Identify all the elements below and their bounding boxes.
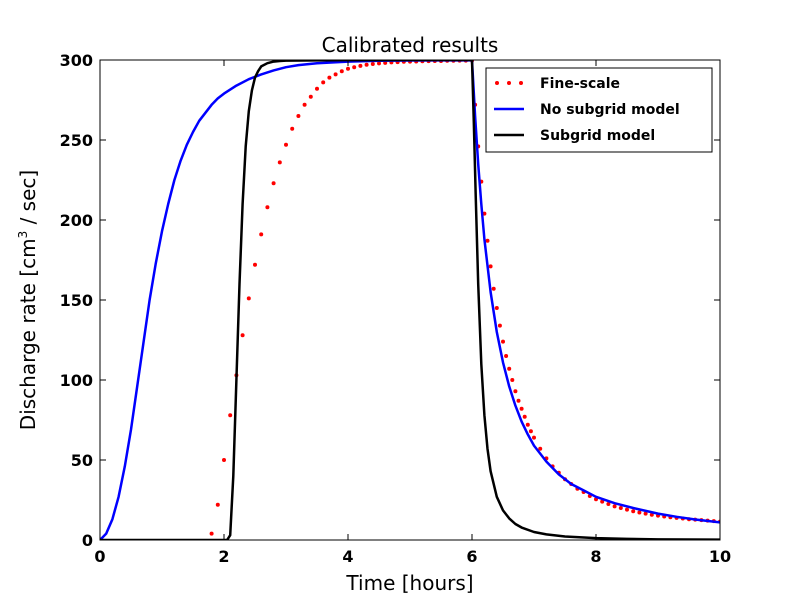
data-point-fine-scale: [501, 339, 505, 344]
y-axis-label-prefix: Discharge rate [cm: [16, 238, 40, 430]
legend-marker-fine-scale: [507, 81, 511, 85]
data-point-fine-scale: [507, 366, 512, 371]
data-point-fine-scale: [485, 238, 490, 243]
x-tick-label: 8: [590, 547, 601, 566]
legend-entry-fine-scale: Fine-scale: [495, 76, 620, 92]
series-line-no-subgrid-model: [100, 60, 720, 540]
data-point-fine-scale: [308, 94, 313, 99]
data-point-fine-scale: [284, 142, 288, 147]
y-tick-label: 200: [60, 211, 93, 230]
data-point-fine-scale: [510, 378, 515, 382]
x-tick-label: 6: [466, 547, 477, 566]
data-point-fine-scale: [522, 414, 527, 419]
data-point-fine-scale: [277, 160, 282, 165]
data-point-fine-scale: [364, 62, 369, 67]
chart-title: Calibrated results: [322, 33, 499, 57]
y-ticks: 0 50 100 150 200 250 300: [60, 51, 720, 550]
x-tick-label: 10: [709, 547, 731, 566]
plot-data-layer: [100, 60, 720, 540]
data-point-fine-scale: [606, 502, 611, 506]
data-point-fine-scale: [209, 531, 214, 536]
legend-label-subgrid: Subgrid model: [540, 128, 655, 144]
x-axis-label: Time [hours]: [345, 571, 473, 595]
data-point-fine-scale: [370, 62, 375, 66]
x-tick-label: 4: [342, 547, 353, 566]
data-point-fine-scale: [532, 435, 536, 440]
legend-entry-no-subgrid: No subgrid model: [494, 102, 680, 118]
data-point-fine-scale: [516, 398, 521, 403]
legend-marker-fine-scale: [495, 81, 499, 85]
data-point-fine-scale: [625, 507, 629, 512]
data-point-fine-scale: [271, 181, 276, 186]
x-tick-label: 0: [94, 547, 105, 566]
data-point-fine-scale: [352, 65, 357, 70]
data-point-fine-scale: [525, 422, 530, 427]
y-tick-label: 0: [82, 531, 93, 550]
data-point-fine-scale: [649, 512, 654, 517]
data-point-fine-scale: [631, 509, 636, 514]
data-point-fine-scale: [346, 66, 350, 71]
y-tick-label: 300: [60, 51, 93, 70]
y-axis-label-superscript: 3: [16, 231, 30, 239]
data-point-fine-scale: [302, 102, 307, 107]
data-point-fine-scale: [358, 63, 363, 68]
legend-marker-fine-scale: [519, 81, 523, 85]
legend: Fine-scale No subgrid model Subgrid mode…: [485, 67, 713, 153]
data-point-fine-scale: [377, 61, 381, 66]
data-point-fine-scale: [637, 510, 642, 515]
data-point-fine-scale: [497, 323, 502, 328]
y-tick-label: 100: [60, 371, 93, 390]
data-point-fine-scale: [491, 286, 496, 291]
data-point-fine-scale: [321, 80, 326, 85]
y-axis-label: Discharge rate [cm3 / sec]: [16, 170, 40, 430]
legend-label-no-subgrid: No subgrid model: [540, 102, 680, 118]
data-point-fine-scale: [513, 389, 518, 394]
data-point-fine-scale: [240, 333, 245, 338]
data-point-fine-scale: [253, 262, 257, 267]
data-point-fine-scale: [488, 264, 493, 269]
x-ticks: 0 2 4 6 8 10: [94, 60, 731, 566]
data-point-fine-scale: [215, 502, 220, 507]
data-point-fine-scale: [600, 499, 605, 504]
data-point-fine-scale: [228, 413, 233, 418]
legend-entry-subgrid: Subgrid model: [494, 128, 655, 144]
data-point-fine-scale: [327, 75, 332, 80]
data-point-fine-scale: [643, 511, 648, 516]
data-point-fine-scale: [296, 114, 301, 118]
data-point-fine-scale: [538, 446, 543, 451]
data-point-fine-scale: [315, 86, 319, 91]
x-tick-label: 2: [218, 547, 229, 566]
y-tick-label: 250: [60, 131, 93, 150]
data-point-fine-scale: [259, 232, 264, 237]
data-point-fine-scale: [519, 406, 524, 411]
data-point-fine-scale: [246, 296, 251, 301]
y-tick-label: 150: [60, 291, 93, 310]
data-point-fine-scale: [333, 72, 338, 77]
y-tick-label: 50: [71, 451, 93, 470]
data-point-fine-scale: [290, 126, 295, 131]
y-axis-label-suffix: / sec]: [16, 170, 40, 231]
data-point-fine-scale: [618, 506, 623, 510]
legend-label-fine-scale: Fine-scale: [540, 76, 620, 92]
series-line-subgrid-model: [100, 60, 720, 540]
data-point-fine-scale: [504, 354, 509, 358]
data-point-fine-scale: [339, 69, 344, 74]
data-point-fine-scale: [222, 458, 226, 462]
data-point-fine-scale: [528, 429, 533, 434]
data-point-fine-scale: [265, 205, 270, 210]
data-point-fine-scale: [612, 504, 617, 509]
data-point-fine-scale: [494, 306, 499, 310]
